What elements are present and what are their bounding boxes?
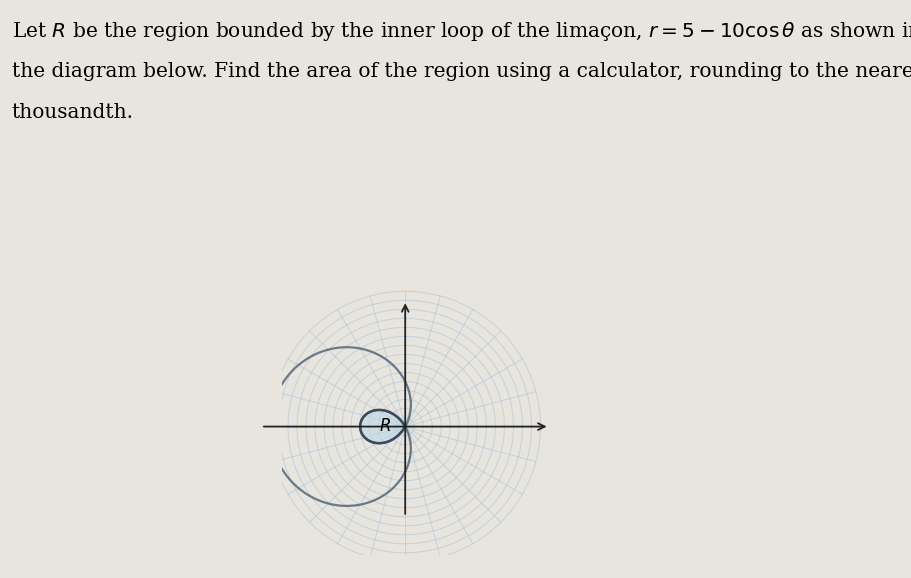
Text: thousandth.: thousandth.	[12, 103, 134, 123]
Text: the diagram below. Find the area of the region using a calculator, rounding to t: the diagram below. Find the area of the …	[12, 62, 911, 81]
Text: $R$: $R$	[379, 418, 392, 435]
Polygon shape	[360, 410, 405, 443]
Text: Let $R$ be the region bounded by the inner loop of the limaçon, $r = 5 - 10\cos\: Let $R$ be the region bounded by the inn…	[12, 20, 911, 43]
